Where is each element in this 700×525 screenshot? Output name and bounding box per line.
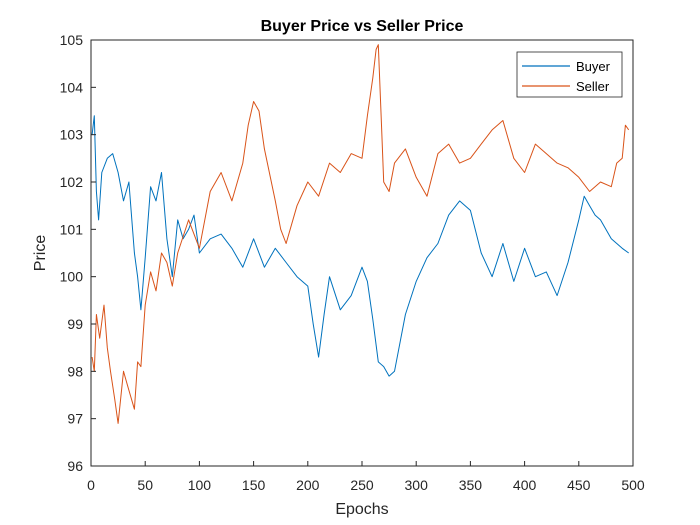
legend-box <box>516 51 623 98</box>
y-tick-label: 104 <box>60 79 84 95</box>
legend: Buyer Seller <box>516 51 623 98</box>
x-tick-label: 500 <box>621 477 645 493</box>
y-tick-label: 100 <box>60 269 84 285</box>
x-tick-label: 300 <box>405 477 429 493</box>
x-tick-label: 100 <box>188 477 212 493</box>
x-tick-label: 200 <box>296 477 320 493</box>
x-tick-label: 50 <box>137 477 153 493</box>
y-tick-label: 98 <box>67 363 83 379</box>
y-axis: 96 97 98 99 100 101 102 103 104 105 <box>60 32 96 474</box>
legend-label-buyer: Buyer <box>576 59 611 74</box>
y-tick-label: 99 <box>67 316 83 332</box>
series-layer <box>91 44 630 424</box>
x-axis: 0 50 100 150 200 250 300 350 400 450 500 <box>87 461 645 493</box>
series-line-buyer <box>91 115 629 377</box>
y-tick-label: 105 <box>60 32 84 48</box>
x-axis-label: Epochs <box>335 501 388 518</box>
x-tick-label: 0 <box>87 477 95 493</box>
x-tick-label: 400 <box>513 477 537 493</box>
plot-area <box>90 39 634 467</box>
x-tick-label: 350 <box>459 477 483 493</box>
x-tick-label: 150 <box>242 477 266 493</box>
y-tick-label: 102 <box>60 174 84 190</box>
axes-box <box>90 39 634 467</box>
y-tick-label: 97 <box>67 411 83 427</box>
legend-label-seller: Seller <box>576 79 610 94</box>
y-tick-label: 96 <box>67 458 83 474</box>
y-tick-label: 103 <box>60 127 84 143</box>
series-line-seller <box>91 44 630 424</box>
x-tick-label: 450 <box>567 477 591 493</box>
y-tick-label: 101 <box>60 221 84 237</box>
chart-title: Buyer Price vs Seller Price <box>261 18 464 35</box>
y-axis-label: Price <box>32 235 49 272</box>
x-tick-label: 250 <box>350 477 374 493</box>
